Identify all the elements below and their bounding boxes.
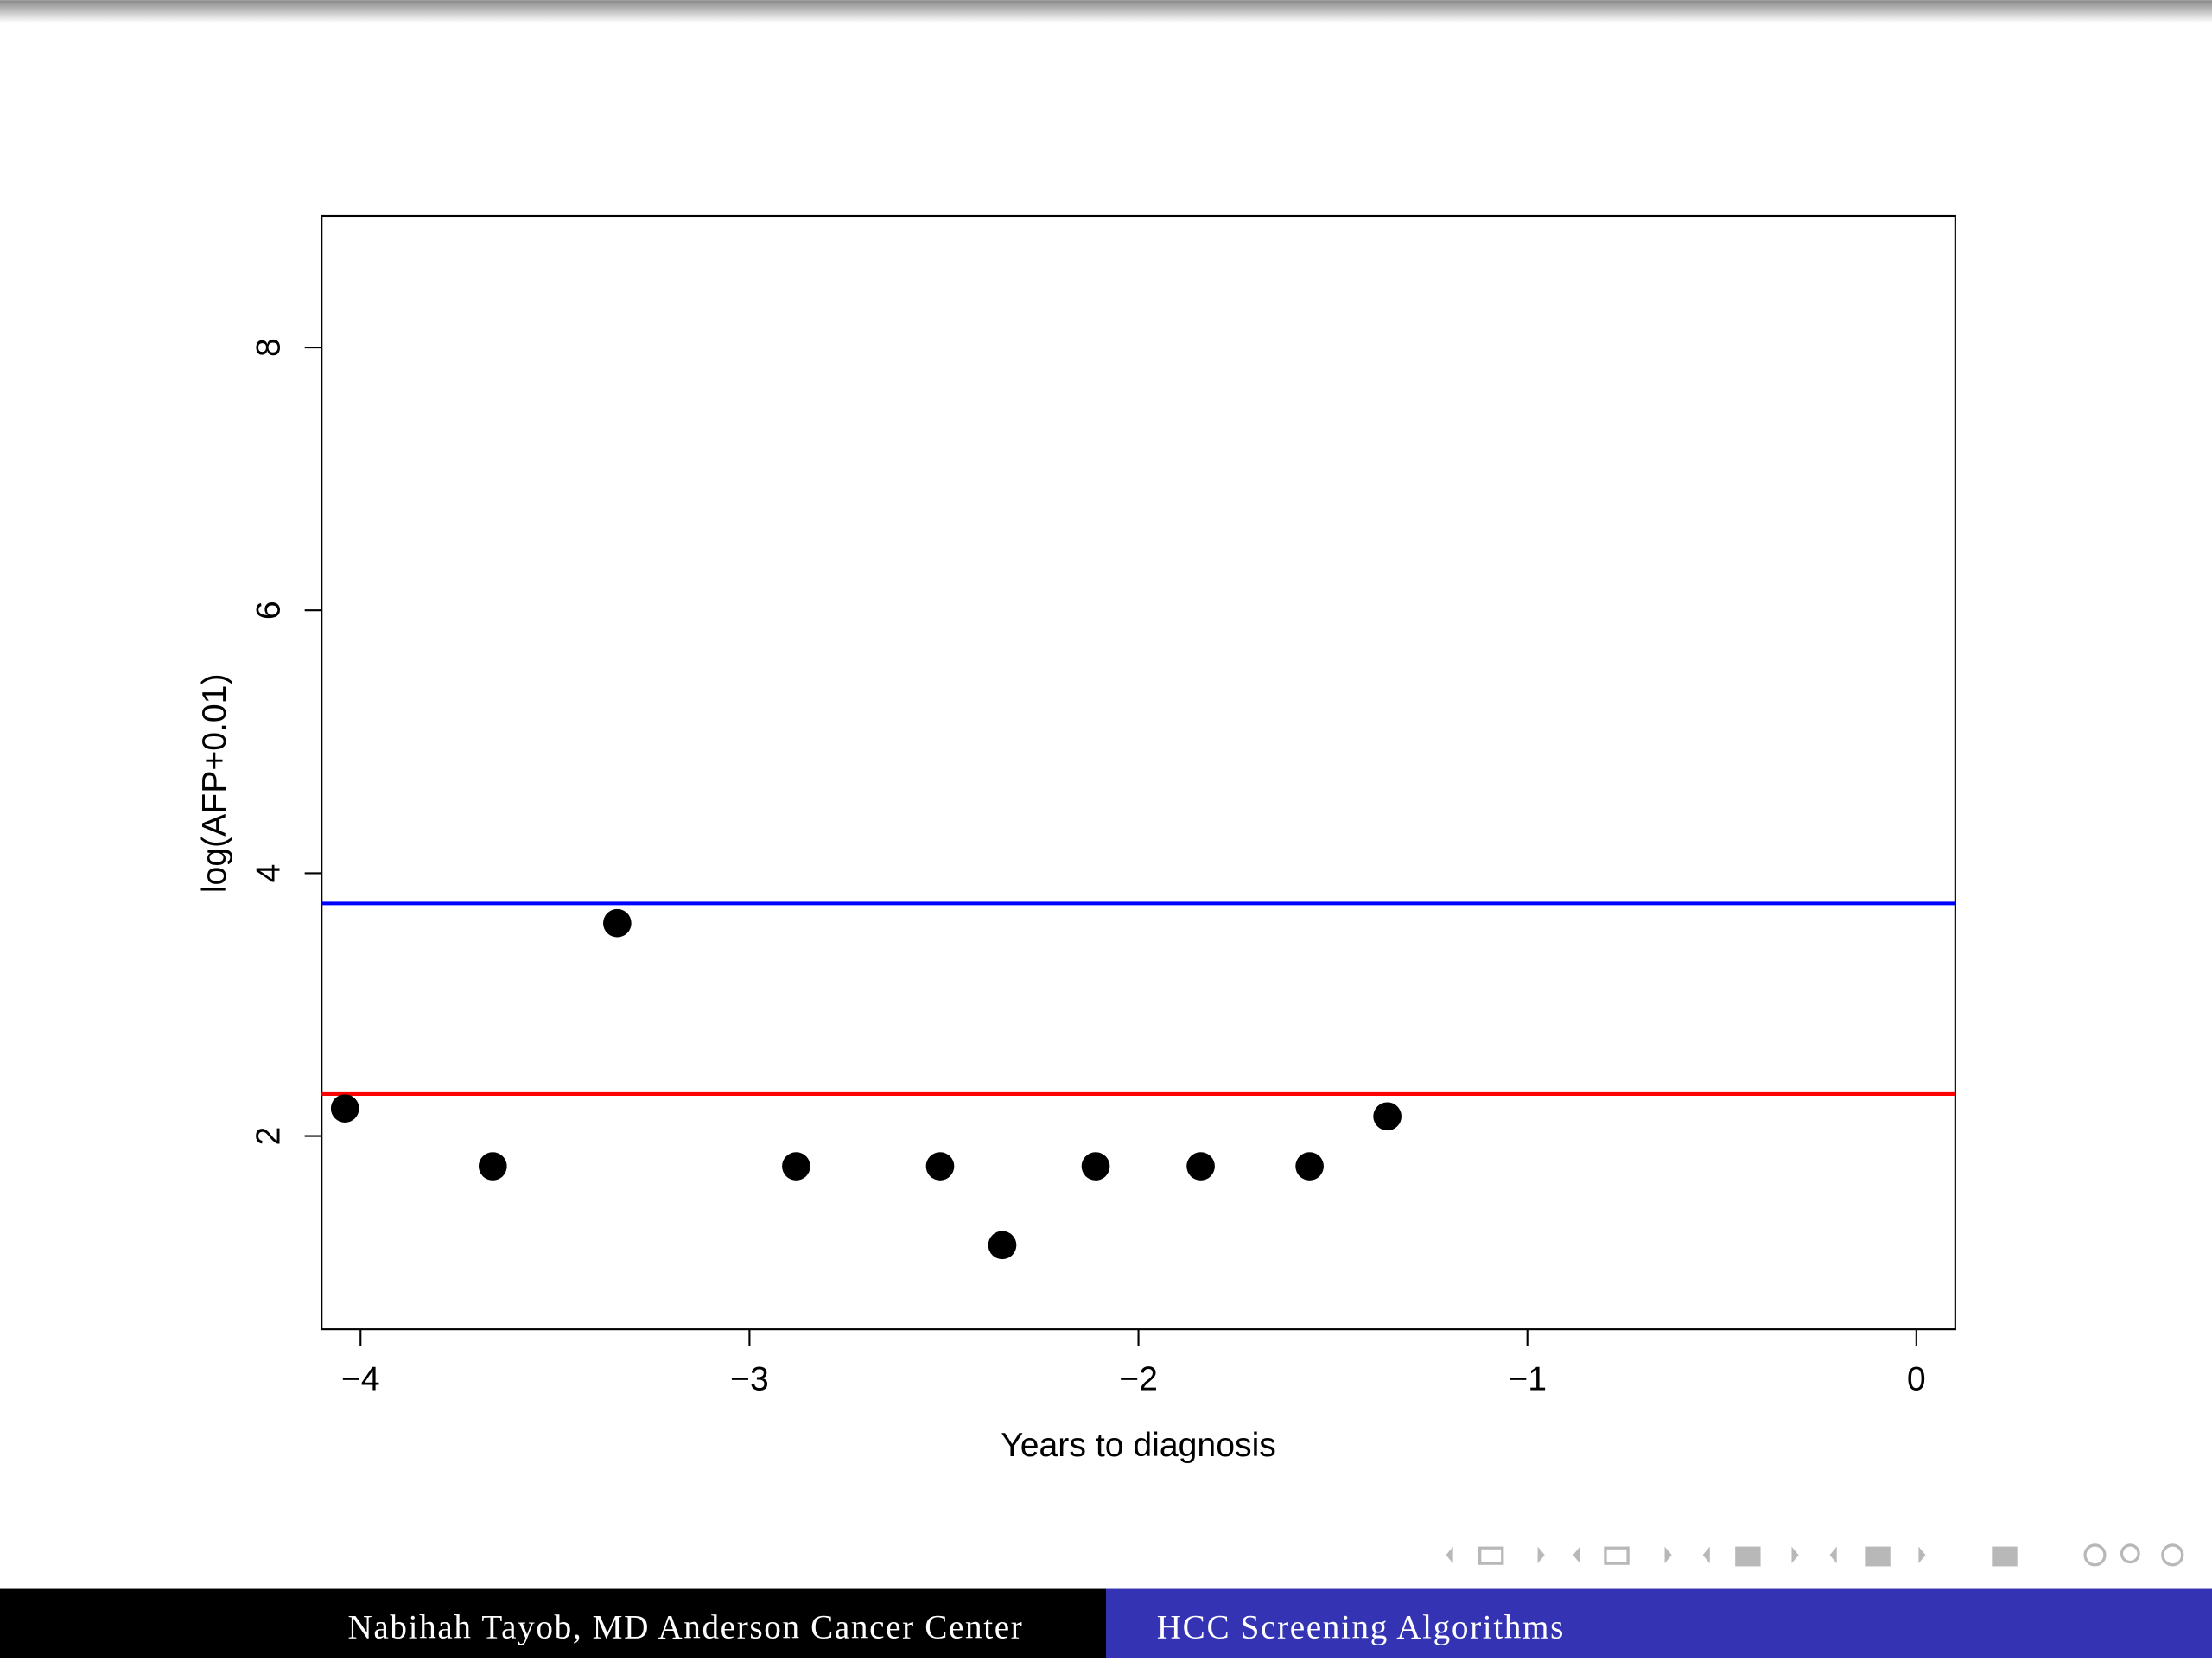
point [782,1152,810,1181]
point [1186,1152,1215,1181]
x-axis-label: Years to diagnosis [1001,1427,1276,1464]
point [603,908,632,938]
y-tick-label: 4 [250,864,287,883]
point [925,1152,955,1181]
footer-left-bg [0,1588,1106,1658]
point [1081,1152,1110,1181]
footer-author: Nabihah Tayob, MD Anderson Cancer Center [347,1609,1023,1646]
x-tick-label: −1 [1508,1360,1547,1397]
point [1295,1152,1324,1181]
x-tick-label: −3 [730,1360,769,1397]
y-tick-label: 8 [250,338,287,357]
top-bar [0,0,2212,23]
footer-right-bg [1106,1588,2212,1658]
x-tick-label: −2 [1119,1360,1158,1397]
point [1373,1102,1402,1131]
y-axis-label: log(AFP+0.01) [196,673,233,893]
plot-frame [321,214,1956,1331]
point [988,1231,1017,1260]
nav-icons[interactable] [1446,1543,2184,1567]
point [478,1152,507,1181]
y-tick-label: 2 [250,1127,287,1146]
x-tick-label: 0 [1907,1360,1926,1397]
footer-title: HCC Screening Algorithms [1157,1609,1565,1646]
y-tick-label: 6 [250,601,287,620]
x-tick-label: −4 [341,1360,380,1397]
point [330,1094,359,1123]
